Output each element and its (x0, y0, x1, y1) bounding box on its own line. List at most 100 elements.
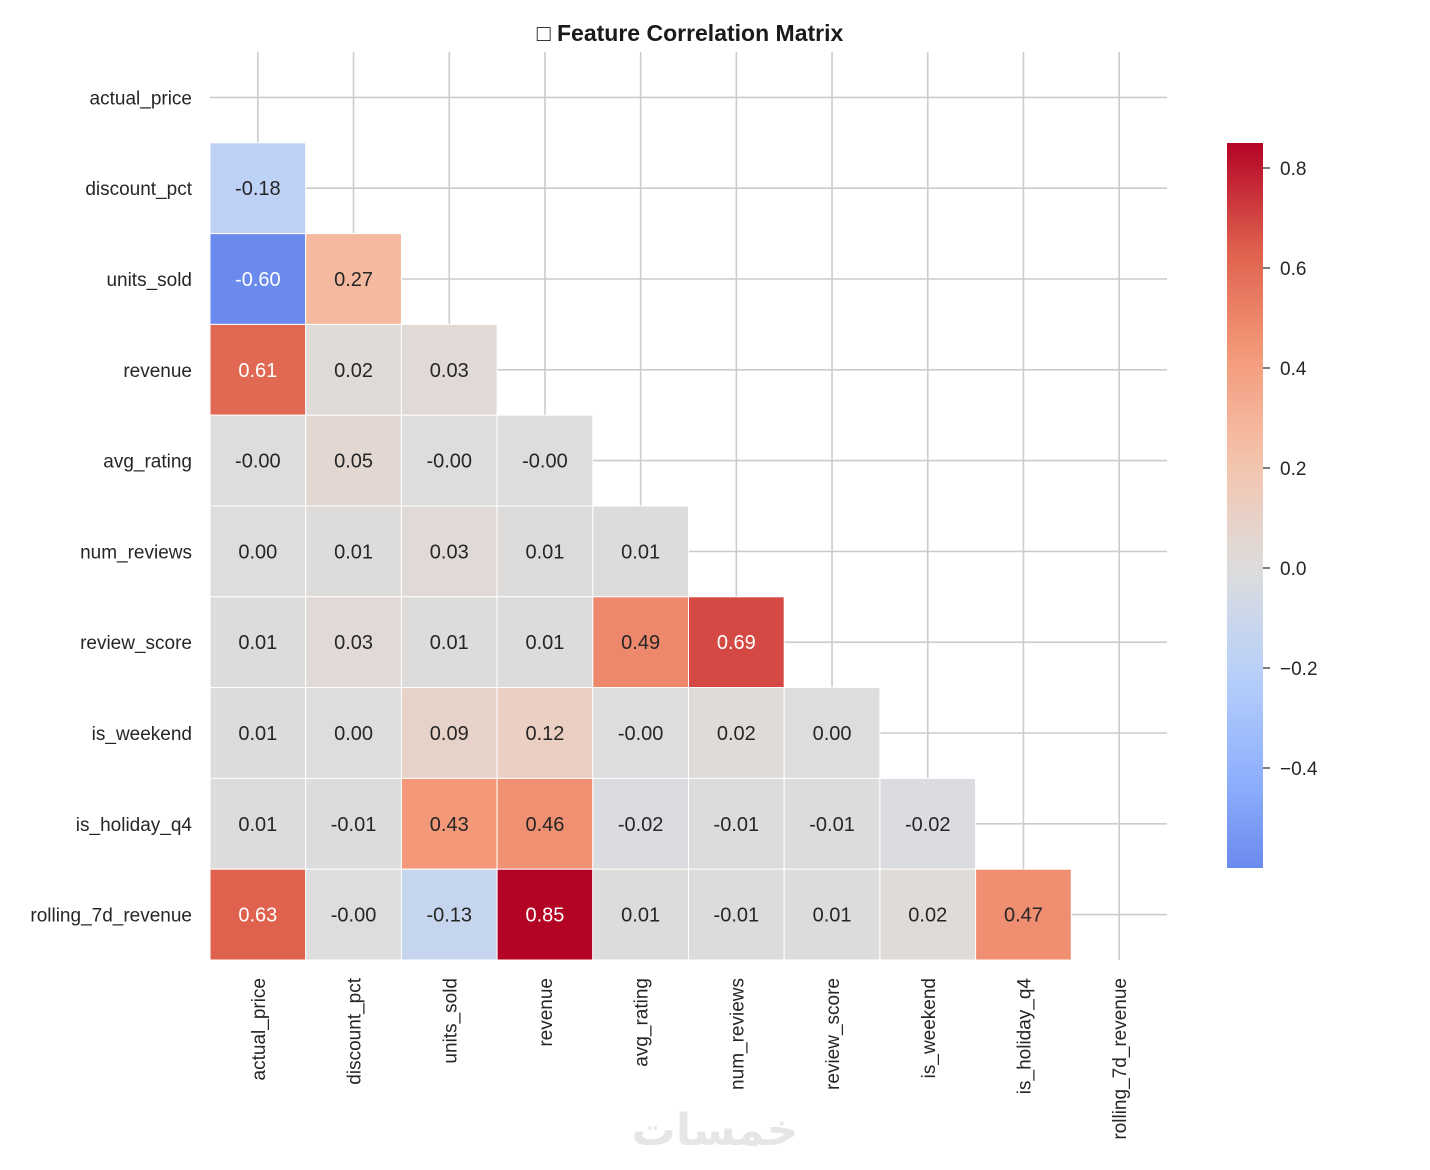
x-tick-label: avg_rating (632, 978, 653, 1067)
cell-value-label: 0.27 (334, 269, 373, 291)
heatmap-cell (783, 777, 881, 870)
colorbar-gradient (1227, 143, 1263, 868)
heatmap-cell (209, 868, 307, 961)
cell-value-label: 0.85 (525, 905, 564, 927)
colorbar-tick-label: 0.2 (1280, 459, 1306, 480)
cell-value-label: -0.00 (426, 451, 472, 473)
x-tick-label: is_holiday_q4 (1014, 978, 1035, 1095)
heatmap-cell (400, 596, 498, 689)
heatmap-cell (209, 687, 307, 779)
cell-value-label: 0.12 (525, 723, 564, 745)
cell-value-label: 0.00 (334, 723, 373, 745)
colorbar-tick-label: 0.8 (1280, 159, 1306, 180)
heatmap-cell (783, 868, 881, 961)
heatmap-cell (209, 777, 307, 870)
cell-value-label: -0.18 (235, 178, 281, 200)
x-tick-label: review_score (823, 978, 844, 1090)
heatmap-cell (496, 505, 594, 598)
cell-value-label: 0.69 (717, 632, 756, 654)
heatmap-cell (209, 596, 307, 689)
cell-value-label: -0.13 (426, 905, 472, 927)
colorbar-tick-label: 0.0 (1280, 559, 1306, 580)
x-tick-label: units_sold (440, 978, 461, 1064)
cell-value-label: -0.00 (331, 905, 377, 927)
heatmap-cell (496, 868, 594, 961)
cell-value-label: 0.01 (525, 632, 564, 654)
heatmap-cell (688, 868, 785, 961)
cell-value-label: 0.01 (238, 632, 277, 654)
y-axis-tick-labels: actual_price discount_pct units_soldrevenu… (30, 88, 192, 926)
cell-value-label: 0.01 (430, 632, 469, 654)
cell-value-label: -0.02 (618, 814, 664, 836)
y-tick-label: is_weekend (92, 724, 192, 745)
x-tick-label: num_reviews (727, 978, 748, 1090)
y-tick-label: actual_price (90, 88, 192, 109)
cell-value-label: 0.00 (238, 541, 277, 563)
cell-value-label: -0.60 (235, 269, 281, 291)
heatmap-cell (209, 142, 307, 235)
heatmap-cell (975, 868, 1072, 961)
cell-value-label: -0.00 (235, 451, 281, 473)
cell-value-label: 0.05 (334, 451, 373, 473)
heatmap-cell (688, 777, 785, 870)
heatmap-cell (592, 777, 689, 870)
heatmap-cell (496, 777, 594, 870)
heatmap-cell (305, 687, 402, 779)
cell-value-label: 0.01 (525, 541, 564, 563)
chart-title: □ Feature Correlation Matrix (537, 20, 844, 46)
y-tick-label: units_sold (106, 270, 192, 291)
heatmap-cell (592, 868, 689, 961)
heatmap-cell (592, 596, 689, 689)
cell-value-label: 0.00 (813, 723, 852, 745)
heatmap-cell (305, 414, 402, 507)
x-tick-label: revenue (536, 978, 557, 1047)
cell-value-label: 0.03 (430, 360, 469, 382)
cell-value-label: 0.47 (1004, 905, 1043, 927)
cell-value-label: 0.01 (621, 541, 660, 563)
x-tick-label: actual_price (249, 978, 270, 1080)
heatmap-cell (496, 414, 594, 507)
y-tick-label: is_holiday_q4 (76, 815, 193, 836)
colorbar-tick-label: 0.4 (1280, 359, 1307, 380)
heatmap-cell (688, 596, 785, 689)
heatmap-cell (305, 323, 402, 416)
heatmap-cell (400, 414, 498, 507)
cell-value-label: -0.01 (809, 814, 855, 836)
colorbar-tick-label: −0.4 (1280, 759, 1318, 780)
heatmap-cell (305, 505, 402, 598)
cell-value-label: 0.01 (621, 905, 660, 927)
cell-value-label: 0.43 (430, 814, 469, 836)
cell-value-label: 0.01 (238, 814, 277, 836)
cell-value-label: 0.02 (334, 360, 373, 382)
cell-value-label: -0.00 (618, 723, 664, 745)
heatmap-cell (209, 323, 307, 416)
heatmap-cell (400, 505, 498, 598)
colorbar-tick-label: −0.2 (1280, 659, 1318, 680)
colorbar-tick-label: 0.6 (1280, 259, 1306, 280)
cell-value-label: -0.01 (331, 814, 377, 836)
colorbar: 0.8 0.6 0.4 0.2 0.0 −0.2 −0.4 (1227, 143, 1318, 868)
cell-value-label: -0.01 (714, 905, 760, 927)
y-tick-label: rolling_7d_revenue (30, 906, 192, 927)
heatmap-cells: -0.18 -0.60 0.27 0.61 0.02 0.03 -0.00 0.05 -0.00… (209, 142, 1072, 961)
x-tick-label: is_weekend (919, 978, 940, 1078)
cell-value-label: 0.61 (238, 360, 277, 382)
cell-value-label: 0.02 (717, 723, 756, 745)
cell-value-label: 0.03 (430, 541, 469, 563)
y-tick-label: avg_rating (103, 452, 192, 473)
cell-value-label: 0.02 (908, 905, 947, 927)
heatmap-cell (305, 868, 402, 961)
heatmap-cell (305, 233, 402, 325)
heatmap-cell (400, 323, 498, 416)
heatmap-cell (400, 777, 498, 870)
y-tick-label: review_score (80, 633, 192, 654)
heatmap-cell (783, 687, 881, 779)
x-tick-label: rolling_7d_revenue (1110, 978, 1131, 1140)
cell-value-label: 0.01 (813, 905, 852, 927)
cell-value-label: -0.01 (714, 814, 760, 836)
heatmap-cell (592, 505, 689, 598)
cell-value-label: 0.46 (525, 814, 564, 836)
x-axis-tick-labels: actual_price discount_pct units_sold revenu… (249, 977, 1131, 1139)
x-tick-label: discount_pct (345, 977, 366, 1084)
